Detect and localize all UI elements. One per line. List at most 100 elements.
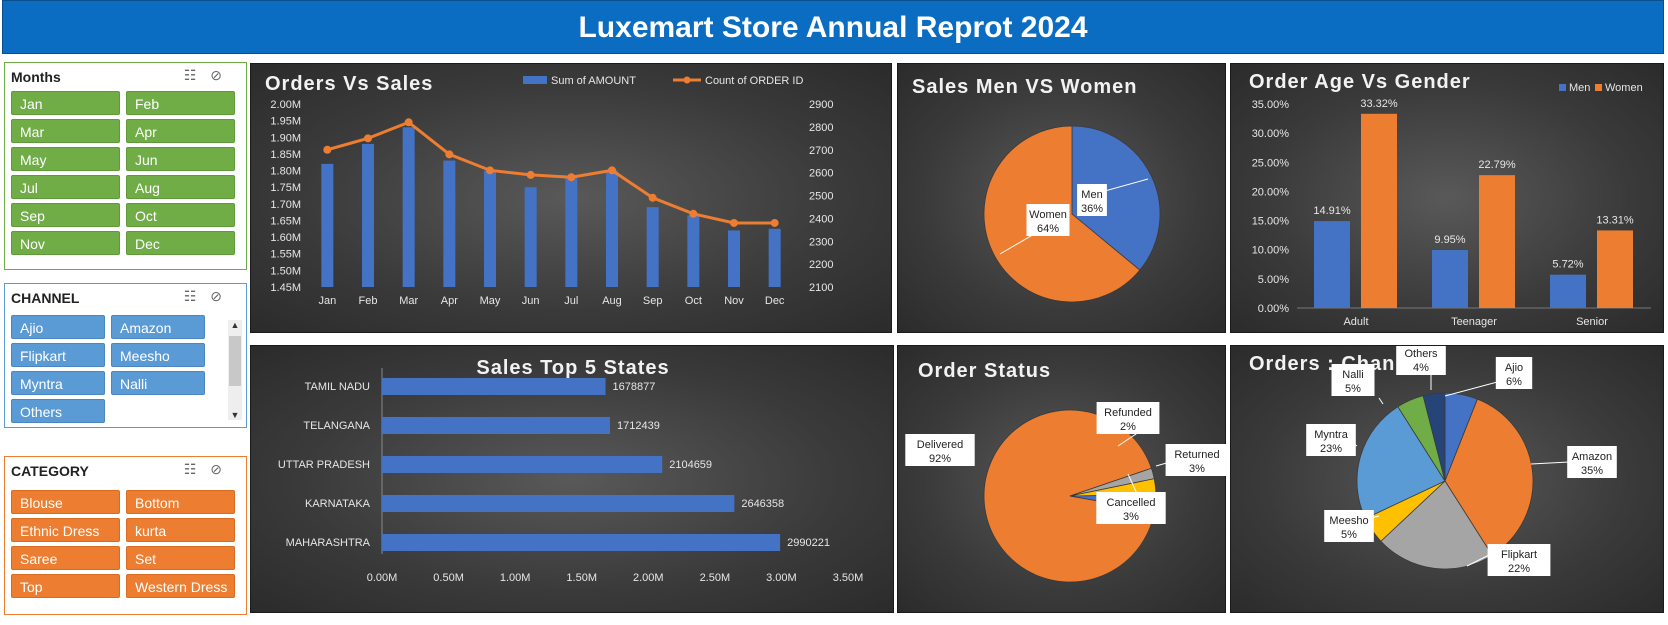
y-tick: 25.00% xyxy=(1252,157,1290,169)
slicer-item-top[interactable]: Top xyxy=(11,574,120,598)
label-cancelled-pct: 3% xyxy=(1123,511,1139,523)
legend-label-orders: Count of ORDER ID xyxy=(705,75,803,87)
channel-scrollbar[interactable]: ▲ ▼ xyxy=(228,320,242,420)
scroll-thumb[interactable] xyxy=(229,336,241,386)
slicer-item-mar[interactable]: Mar xyxy=(11,119,120,143)
slicer-item-jul[interactable]: Jul xyxy=(11,175,120,199)
label-men-pct: 36% xyxy=(1081,203,1103,215)
y-tick-left: 1.70M xyxy=(270,199,301,211)
channel-slicer-title: CHANNEL xyxy=(11,290,80,306)
category-slicer-title: CATEGORY xyxy=(11,463,89,479)
clear-filter-icon[interactable]: ⊘ xyxy=(210,461,236,477)
x-tick: Nov xyxy=(724,295,744,307)
bar-mar xyxy=(402,127,415,287)
category-slicer: CATEGORY ☷⊘ Blouse Bottom Ethnic Dress kurt… xyxy=(4,456,247,615)
bar-feb xyxy=(362,143,374,287)
slicer-item-feb[interactable]: Feb xyxy=(126,91,235,115)
orders-point-mar xyxy=(404,118,413,127)
label-ajio-pct: 6% xyxy=(1506,376,1522,388)
bar-tamil-nadu xyxy=(382,378,606,395)
orders-point-aug xyxy=(608,166,616,175)
y-tick: 30.00% xyxy=(1252,128,1290,140)
legend-swatch-women xyxy=(1595,84,1602,91)
slicer-item-jun[interactable]: Jun xyxy=(126,147,235,171)
label-delivered-name: Delivered xyxy=(917,439,963,451)
slicer-item-amazon[interactable]: Amazon xyxy=(111,315,205,339)
slicer-item-may[interactable]: May xyxy=(11,147,120,171)
y-tick-right: 2400 xyxy=(809,213,833,225)
chart-title: Sales Men VS Women xyxy=(912,76,1137,98)
multi-select-icon[interactable]: ☷ xyxy=(183,288,211,304)
chart-title: Order Status xyxy=(918,360,1051,382)
clear-filter-icon[interactable]: ⊘ xyxy=(210,67,236,83)
label-women-pct: 64% xyxy=(1037,223,1059,235)
orders-line xyxy=(326,120,775,225)
scroll-up-icon[interactable]: ▲ xyxy=(230,320,240,330)
slicer-item-jan[interactable]: Jan xyxy=(11,91,120,115)
x-tick: 3.00M xyxy=(766,572,797,584)
x-tick: 3.50M xyxy=(833,572,864,584)
y-tick-right: 2800 xyxy=(809,122,833,134)
x-tick: Jul xyxy=(564,295,578,307)
slicer-item-nalli[interactable]: Nalli xyxy=(111,371,205,395)
orders-point-dec xyxy=(770,218,779,227)
legend-swatch-amount xyxy=(523,76,547,84)
slicer-item-kurta[interactable]: kurta xyxy=(126,518,235,542)
slicer-item-myntra[interactable]: Myntra xyxy=(11,371,105,395)
label-nalli-box xyxy=(1331,364,1375,396)
bar-may xyxy=(484,170,496,287)
slicer-item-flipkart[interactable]: Flipkart xyxy=(11,343,105,367)
orders-point-jun xyxy=(526,170,535,179)
slicer-toolbar: ☷⊘ xyxy=(184,288,236,305)
slicer-item-western-dress[interactable]: Western Dress xyxy=(126,574,235,598)
bar-jan xyxy=(321,163,334,287)
slicer-toolbar: ☷⊘ xyxy=(184,67,236,84)
slicer-item-oct[interactable]: Oct xyxy=(126,203,235,227)
slicer-item-dec[interactable]: Dec xyxy=(126,231,235,255)
clear-filter-icon[interactable]: ⊘ xyxy=(210,288,236,304)
y-tick-left: 1.55M xyxy=(270,249,301,261)
slicer-item-aug[interactable]: Aug xyxy=(126,175,235,199)
leader-amazon xyxy=(1530,461,1570,465)
slicer-item-nov[interactable]: Nov xyxy=(11,231,120,255)
bar-aug xyxy=(606,170,618,287)
x-tick: 1.00M xyxy=(500,572,531,584)
label-flipkart-name: Flipkart xyxy=(1501,549,1537,561)
slicer-item-blouse[interactable]: Blouse xyxy=(11,490,120,514)
slicer-item-apr[interactable]: Apr xyxy=(126,119,235,143)
bar-dec xyxy=(768,228,781,287)
slicer-item-ethnic-dress[interactable]: Ethnic Dress xyxy=(11,518,120,542)
slicer-item-others[interactable]: Others xyxy=(11,399,105,423)
pie-slice-flipkart xyxy=(1380,480,1493,570)
label-amazon-name: Amazon xyxy=(1572,451,1612,463)
data-label: 13.31% xyxy=(1596,214,1634,226)
y-tick: 10.00% xyxy=(1252,245,1290,257)
pie-slice-amazon xyxy=(1444,398,1534,556)
data-label: 1712439 xyxy=(617,420,660,432)
x-tick: Oct xyxy=(685,295,702,307)
slicer-item-ajio[interactable]: Ajio xyxy=(11,315,105,339)
y-tick: MAHARASHTRA xyxy=(286,537,371,549)
slicer-item-set[interactable]: Set xyxy=(126,546,235,570)
multi-select-icon[interactable]: ☷ xyxy=(183,67,211,83)
slicer-item-meesho[interactable]: Meesho xyxy=(111,343,205,367)
data-label: 1678877 xyxy=(613,381,656,393)
slicer-toolbar: ☷⊘ xyxy=(184,461,236,478)
label-flipkart-pct: 22% xyxy=(1508,563,1530,575)
label-nalli-pct: 5% xyxy=(1345,383,1361,395)
label-myntra-pct: 23% xyxy=(1320,443,1342,455)
label-others-pct: 4% xyxy=(1413,362,1429,374)
label-refunded-name: Refunded xyxy=(1104,407,1152,419)
label-returned-box xyxy=(1165,444,1227,476)
scroll-down-icon[interactable]: ▼ xyxy=(230,410,240,420)
data-label: 2990221 xyxy=(787,537,830,549)
data-label: 2646358 xyxy=(741,498,784,510)
label-delivered-pct: 92% xyxy=(929,453,951,465)
y-tick: TAMIL NADU xyxy=(305,381,370,393)
slicer-item-sep[interactable]: Sep xyxy=(11,203,120,227)
legend-marker-orders xyxy=(683,76,691,84)
slicer-item-bottom[interactable]: Bottom xyxy=(126,490,235,514)
label-amazon-box xyxy=(1567,446,1617,478)
multi-select-icon[interactable]: ☷ xyxy=(183,461,211,477)
slicer-item-saree[interactable]: Saree xyxy=(11,546,120,570)
